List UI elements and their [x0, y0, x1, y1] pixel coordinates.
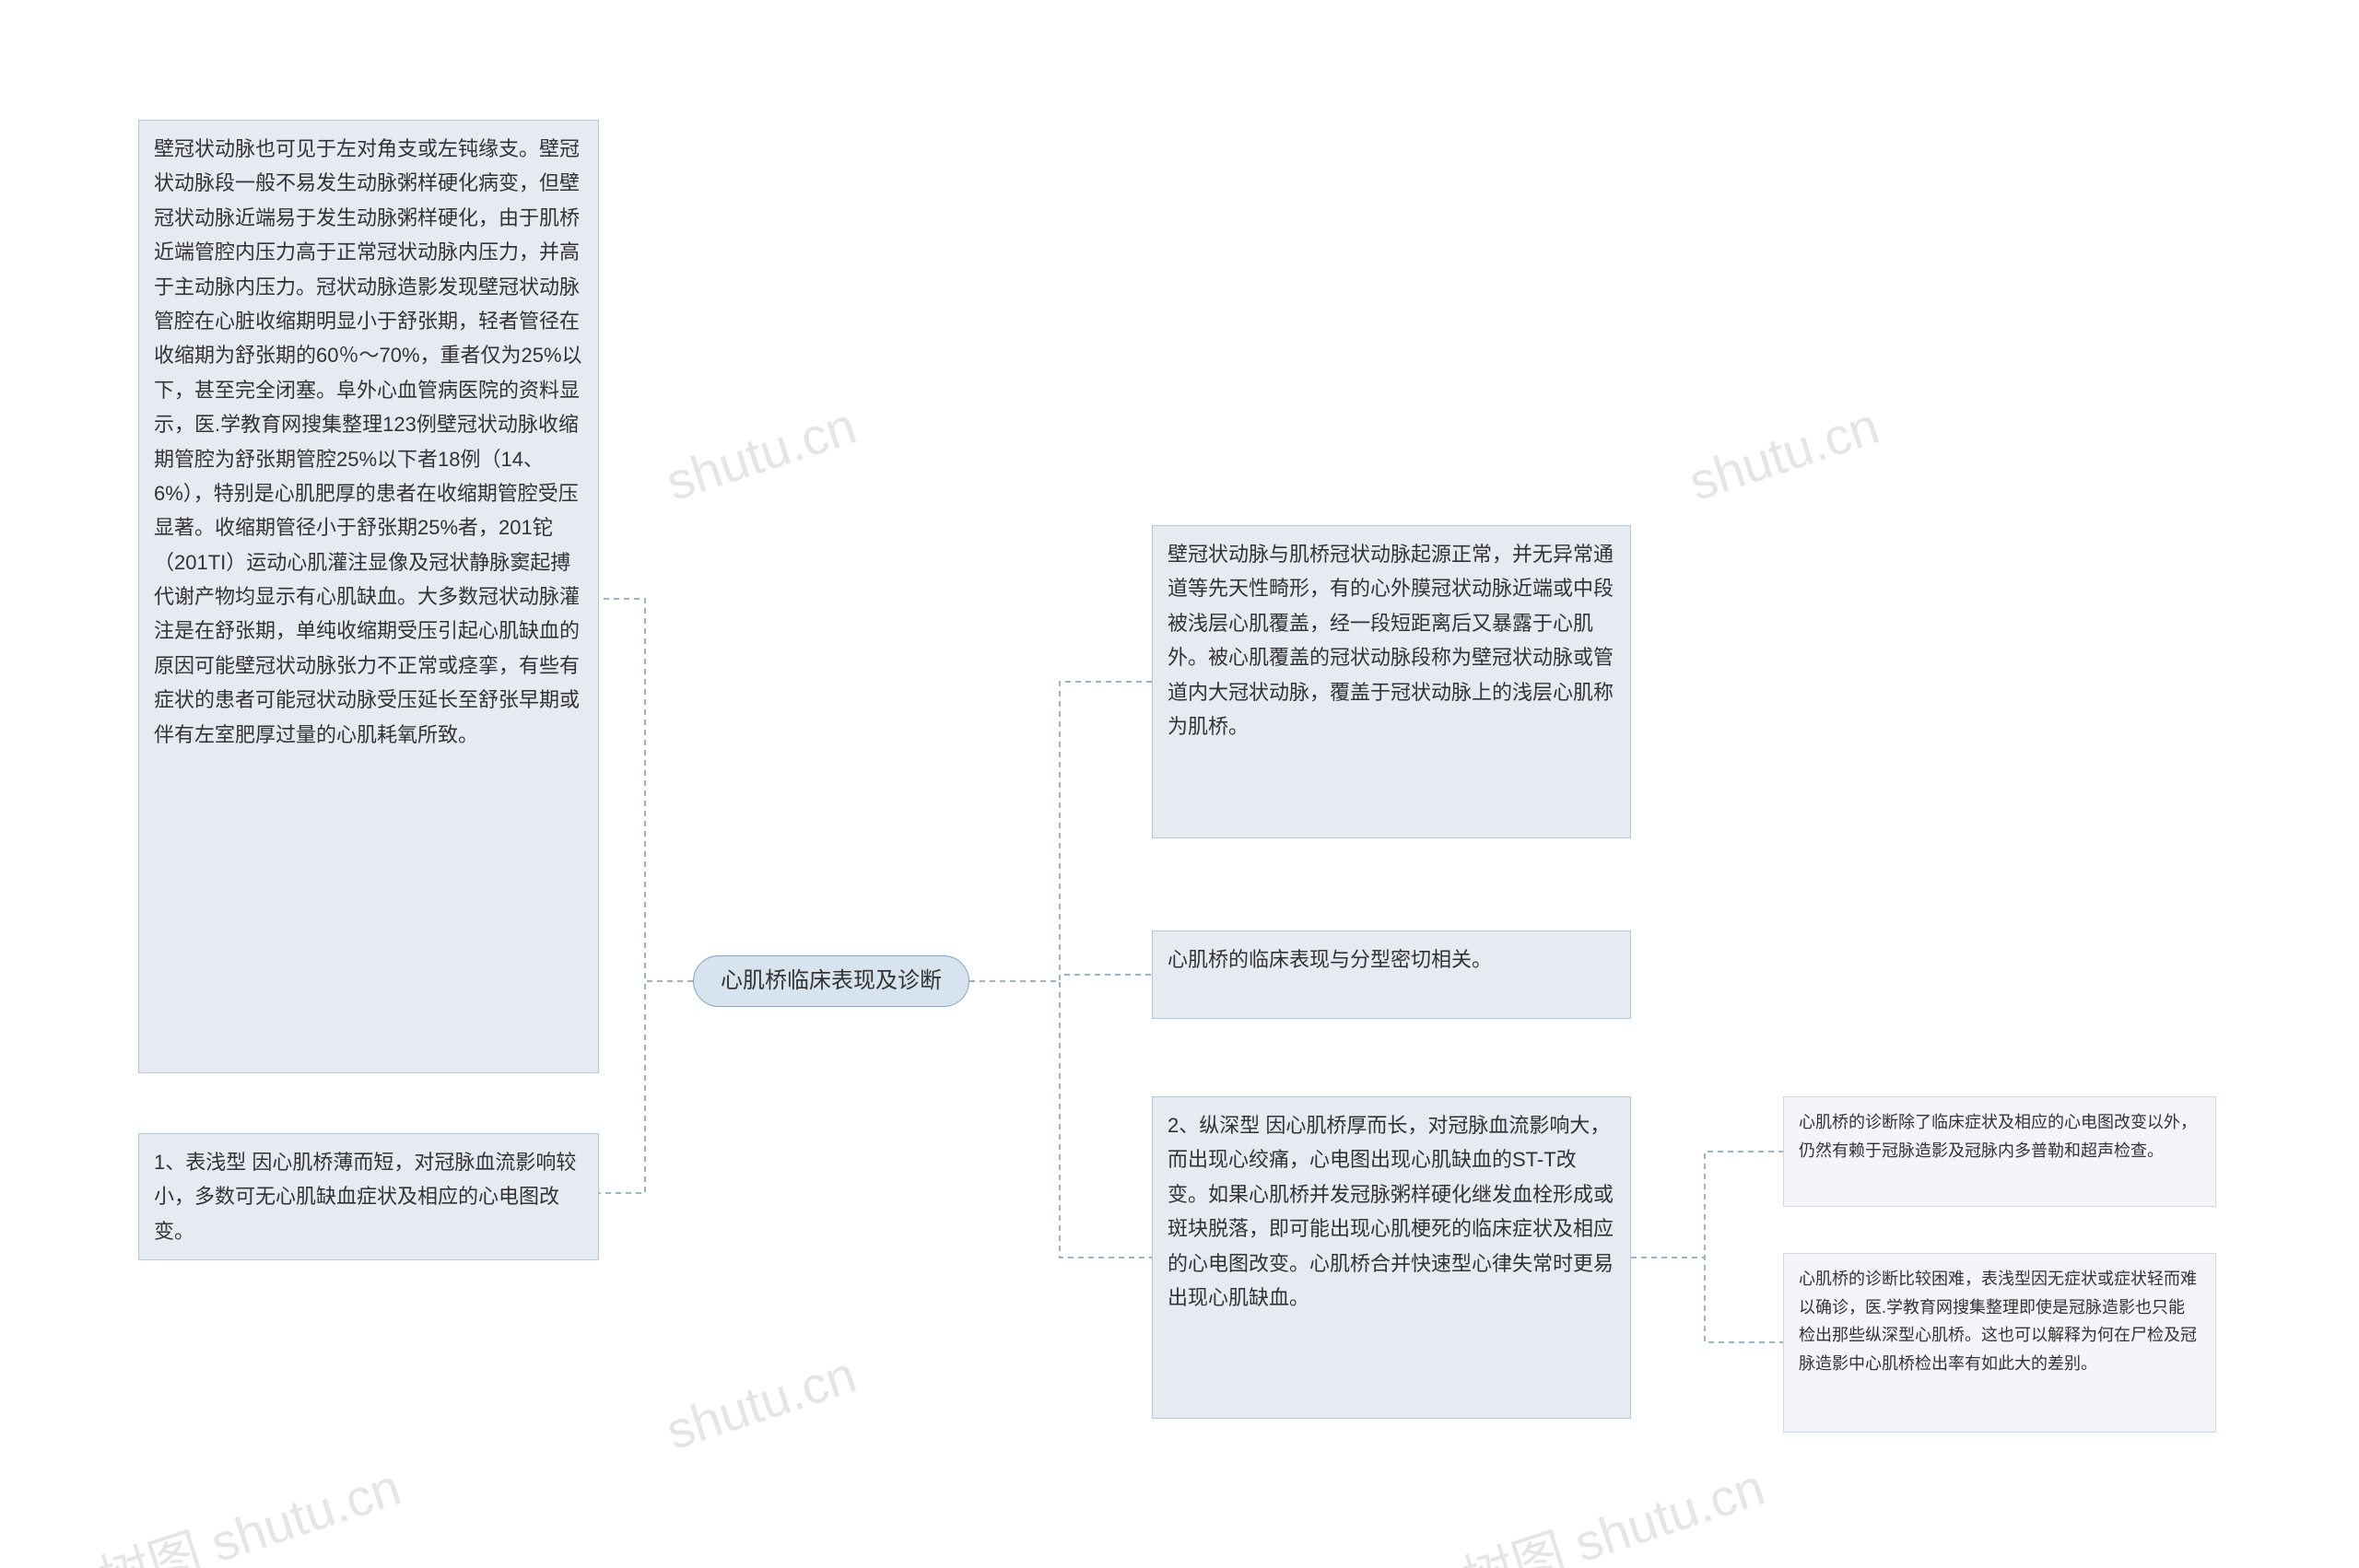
watermark: shutu.cn — [659, 1344, 863, 1461]
right-mid: 心肌桥的临床表现与分型密切相关。 — [1152, 930, 1631, 1019]
left-bottom: 1、表浅型 因心肌桥薄而短，对冠脉血流影响较小，多数可无心肌缺血症状及相应的心电… — [138, 1133, 599, 1260]
right-top-text: 壁冠状动脉与肌桥冠状动脉起源正常，并无异常通道等先天性畸形，有的心外膜冠状动脉近… — [1168, 543, 1614, 738]
right-top: 壁冠状动脉与肌桥冠状动脉起源正常，并无异常通道等先天性畸形，有的心外膜冠状动脉近… — [1152, 525, 1631, 838]
watermark: shutu.cn — [1682, 395, 1885, 512]
left-top: 壁冠状动脉也可见于左对角支或左钝缘支。壁冠状动脉段一般不易发生动脉粥样硬化病变，… — [138, 120, 599, 1073]
right-bottom: 2、纵深型 因心肌桥厚而长，对冠脉血流影响大，而出现心绞痛，心电图出现心肌缺血的… — [1152, 1096, 1631, 1419]
watermark: 树图 shutu.cn — [88, 1446, 409, 1568]
right-bottom-text: 2、纵深型 因心肌桥厚而长，对冠脉血流影响大，而出现心绞痛，心电图出现心肌缺血的… — [1168, 1114, 1614, 1309]
right-mid-text: 心肌桥的临床表现与分型密切相关。 — [1168, 948, 1492, 971]
sub-bottom: 心肌桥的诊断比较困难，表浅型因无症状或症状轻而难以确诊，医.学教育网搜集整理即使… — [1783, 1253, 2216, 1433]
center-topic: 心肌桥临床表现及诊断 — [693, 955, 969, 1007]
sub-bottom-text: 心肌桥的诊断比较困难，表浅型因无症状或症状轻而难以确诊，医.学教育网搜集整理即使… — [1799, 1270, 2197, 1373]
watermark: 树图 shutu.cn — [1452, 1446, 1773, 1568]
center-label: 心肌桥临床表现及诊断 — [721, 963, 942, 1000]
sub-top-text: 心肌桥的诊断除了临床症状及相应的心电图改变以外，仍然有赖于冠脉造影及冠脉内多普勒… — [1799, 1113, 2197, 1160]
left-bottom-text: 1、表浅型 因心肌桥薄而短，对冠脉血流影响较小，多数可无心肌缺血症状及相应的心电… — [154, 1151, 576, 1243]
left-top-text: 壁冠状动脉也可见于左对角支或左钝缘支。壁冠状动脉段一般不易发生动脉粥样硬化病变，… — [154, 137, 582, 746]
watermark: shutu.cn — [659, 395, 863, 512]
sub-top: 心肌桥的诊断除了临床症状及相应的心电图改变以外，仍然有赖于冠脉造影及冠脉内多普勒… — [1783, 1096, 2216, 1207]
